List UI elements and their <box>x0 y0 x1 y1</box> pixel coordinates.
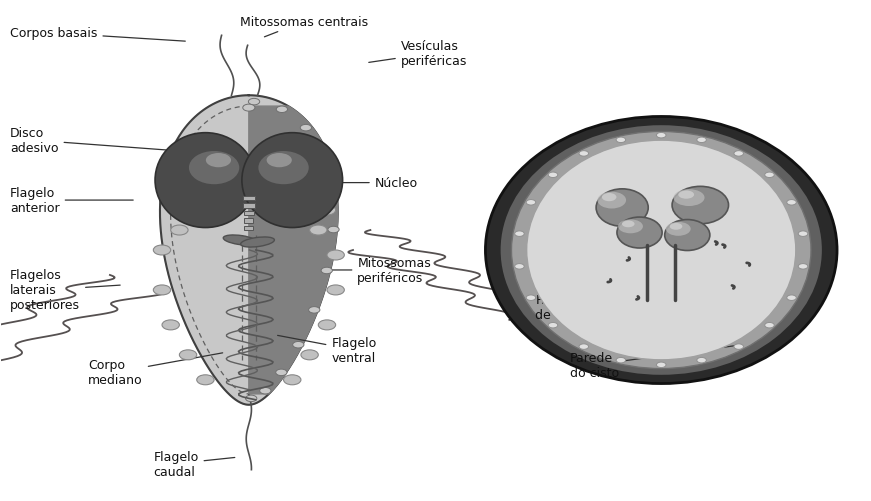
Ellipse shape <box>670 223 682 230</box>
Polygon shape <box>160 96 338 405</box>
Ellipse shape <box>734 344 744 350</box>
Ellipse shape <box>511 132 811 369</box>
FancyBboxPatch shape <box>243 204 255 208</box>
Ellipse shape <box>162 320 179 330</box>
FancyBboxPatch shape <box>244 211 254 215</box>
Ellipse shape <box>596 189 648 227</box>
Text: Flagelos
laterais
posteriores: Flagelos laterais posteriores <box>10 269 120 312</box>
Ellipse shape <box>616 358 625 363</box>
Ellipse shape <box>787 200 796 205</box>
Ellipse shape <box>260 388 271 394</box>
Text: Flagelo
caudal: Flagelo caudal <box>153 450 235 478</box>
Ellipse shape <box>515 264 524 270</box>
Ellipse shape <box>657 362 666 368</box>
Ellipse shape <box>276 369 287 376</box>
Ellipse shape <box>672 187 728 224</box>
Ellipse shape <box>327 286 344 296</box>
FancyBboxPatch shape <box>245 218 253 223</box>
Ellipse shape <box>526 200 536 205</box>
Text: Corpo
mediano: Corpo mediano <box>88 353 223 387</box>
Ellipse shape <box>308 307 320 314</box>
Ellipse shape <box>300 350 318 360</box>
Ellipse shape <box>527 141 796 360</box>
Text: Corpos basais: Corpos basais <box>10 27 186 42</box>
Text: Vesículas
periféricas: Vesículas periféricas <box>368 40 467 68</box>
Ellipse shape <box>293 342 304 348</box>
Ellipse shape <box>665 220 710 251</box>
Ellipse shape <box>657 133 666 139</box>
Ellipse shape <box>618 220 643 234</box>
Text: Parede
do cisto: Parede do cisto <box>571 346 739 379</box>
Ellipse shape <box>787 296 796 301</box>
Polygon shape <box>249 107 338 394</box>
Text: Axonemas: Axonemas <box>536 249 645 265</box>
Ellipse shape <box>153 245 171 256</box>
Text: Fragmentos
de disco: Fragmentos de disco <box>536 294 654 322</box>
Ellipse shape <box>697 138 706 143</box>
Ellipse shape <box>318 320 335 330</box>
Ellipse shape <box>242 133 342 228</box>
Ellipse shape <box>485 117 837 384</box>
Ellipse shape <box>622 221 635 228</box>
Ellipse shape <box>223 235 257 245</box>
Ellipse shape <box>734 151 744 157</box>
Ellipse shape <box>673 190 705 206</box>
Ellipse shape <box>276 107 287 113</box>
Ellipse shape <box>679 191 694 199</box>
Ellipse shape <box>765 323 774 328</box>
Ellipse shape <box>248 99 260 106</box>
Ellipse shape <box>309 225 327 235</box>
Ellipse shape <box>798 264 807 270</box>
Ellipse shape <box>243 105 255 112</box>
Ellipse shape <box>179 350 197 360</box>
Ellipse shape <box>259 152 308 185</box>
Ellipse shape <box>162 196 179 205</box>
Ellipse shape <box>327 250 344 261</box>
Ellipse shape <box>579 344 589 350</box>
Ellipse shape <box>327 187 338 194</box>
Ellipse shape <box>765 173 774 178</box>
Ellipse shape <box>501 126 822 375</box>
Ellipse shape <box>579 151 589 157</box>
Ellipse shape <box>598 192 626 209</box>
Ellipse shape <box>321 268 333 274</box>
FancyBboxPatch shape <box>245 226 253 230</box>
Ellipse shape <box>246 395 257 402</box>
Ellipse shape <box>327 227 339 233</box>
Text: Flagelo
ventral: Flagelo ventral <box>278 336 376 364</box>
Text: Flagelo
anterior: Flagelo anterior <box>10 187 133 214</box>
Ellipse shape <box>602 193 617 202</box>
Ellipse shape <box>171 225 188 235</box>
Text: Núcleo: Núcleo <box>330 177 418 190</box>
Ellipse shape <box>665 222 691 236</box>
Ellipse shape <box>240 237 274 247</box>
Ellipse shape <box>515 231 524 237</box>
FancyBboxPatch shape <box>243 196 255 201</box>
Ellipse shape <box>284 375 300 385</box>
Ellipse shape <box>548 173 557 178</box>
Ellipse shape <box>155 133 256 228</box>
Ellipse shape <box>548 323 557 328</box>
Ellipse shape <box>617 217 662 248</box>
Ellipse shape <box>267 154 292 168</box>
Ellipse shape <box>697 358 706 363</box>
Ellipse shape <box>526 296 536 301</box>
Text: Disco
adesivo: Disco adesivo <box>10 127 166 155</box>
Text: Mitossomas centrais: Mitossomas centrais <box>240 16 368 38</box>
Ellipse shape <box>206 154 231 168</box>
Ellipse shape <box>197 375 214 385</box>
Ellipse shape <box>318 153 329 159</box>
Ellipse shape <box>153 286 171 296</box>
Ellipse shape <box>798 231 807 237</box>
Ellipse shape <box>300 125 312 132</box>
Ellipse shape <box>616 138 625 143</box>
Text: Mitossomas
periféricos: Mitossomas periféricos <box>330 257 431 285</box>
Ellipse shape <box>189 152 240 185</box>
Ellipse shape <box>318 205 335 215</box>
